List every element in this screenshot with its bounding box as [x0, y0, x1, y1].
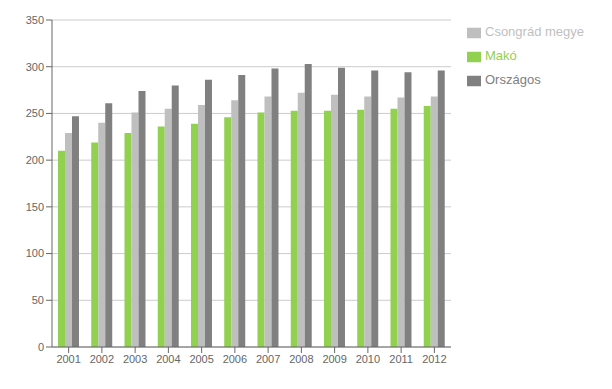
- html-text:Országos: Országos: [485, 72, 541, 87]
- svg-text:2005: 2005: [189, 353, 213, 365]
- svg-text:250: 250: [26, 107, 44, 119]
- svg-text:2008: 2008: [289, 353, 313, 365]
- svg-text:0: 0: [38, 341, 44, 353]
- svg-text:2002: 2002: [90, 353, 114, 365]
- html-text:Makó: Makó: [485, 48, 517, 63]
- html-text:Csongrád megye: Csongrád megye: [485, 24, 584, 39]
- svg-text:2004: 2004: [156, 353, 180, 365]
- svg-text:350: 350: [26, 14, 44, 26]
- svg-text:300: 300: [26, 61, 44, 73]
- svg-text:100: 100: [26, 247, 44, 259]
- svg-text:150: 150: [26, 201, 44, 213]
- svg-text:2012: 2012: [422, 353, 446, 365]
- svg-text:2010: 2010: [356, 353, 380, 365]
- svg-text:2006: 2006: [223, 353, 247, 365]
- svg-text:2007: 2007: [256, 353, 280, 365]
- svg-text:2003: 2003: [123, 353, 147, 365]
- svg-text:2009: 2009: [322, 353, 346, 365]
- svg-text:2011: 2011: [389, 353, 413, 365]
- svg-text:50: 50: [32, 294, 44, 306]
- svg-text:2001: 2001: [56, 353, 80, 365]
- svg-text:200: 200: [26, 154, 44, 166]
